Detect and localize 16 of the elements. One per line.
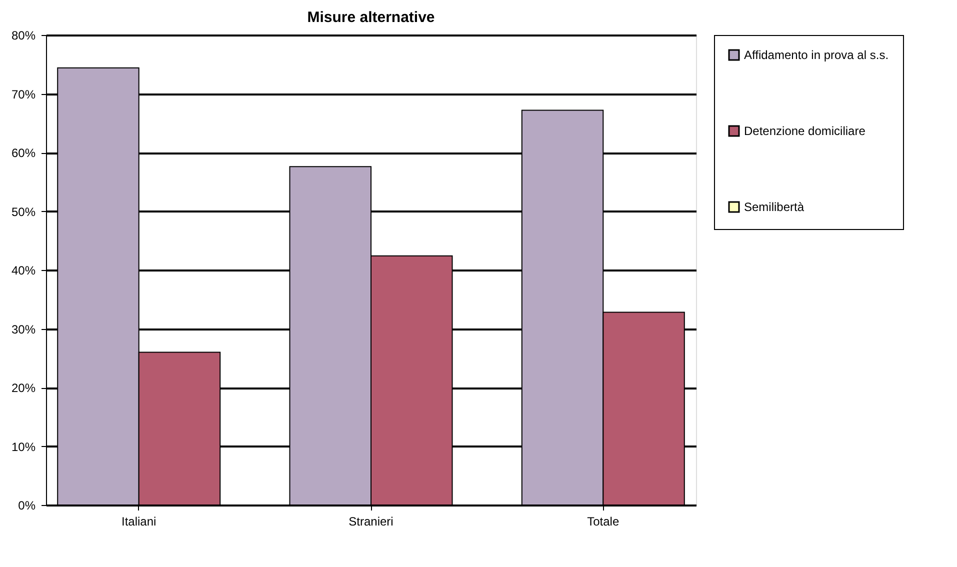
y-tick-label: 60% [11,146,36,160]
x-tick-label: Stranieri [348,514,394,528]
y-tick-label: 70% [11,87,36,102]
y-tick-label: 30% [11,322,36,336]
legend-label: Affidamento in prova al s.s. [744,48,889,62]
x-tick-label: Totale [587,514,620,528]
y-tick-label: 50% [11,204,36,219]
y-tick-label: 40% [11,264,36,278]
legend-label: Semilibertà [744,200,804,214]
legend-label: Detenzione domiciliare [744,124,866,138]
y-tick-label: 20% [11,381,36,395]
chart-title: Misure alternative [307,9,435,26]
x-tick-label: Italiani [122,514,156,528]
y-tick-label: 80% [11,28,36,42]
y-tick-label: 10% [11,440,36,454]
y-tick-label: 0% [18,498,36,512]
